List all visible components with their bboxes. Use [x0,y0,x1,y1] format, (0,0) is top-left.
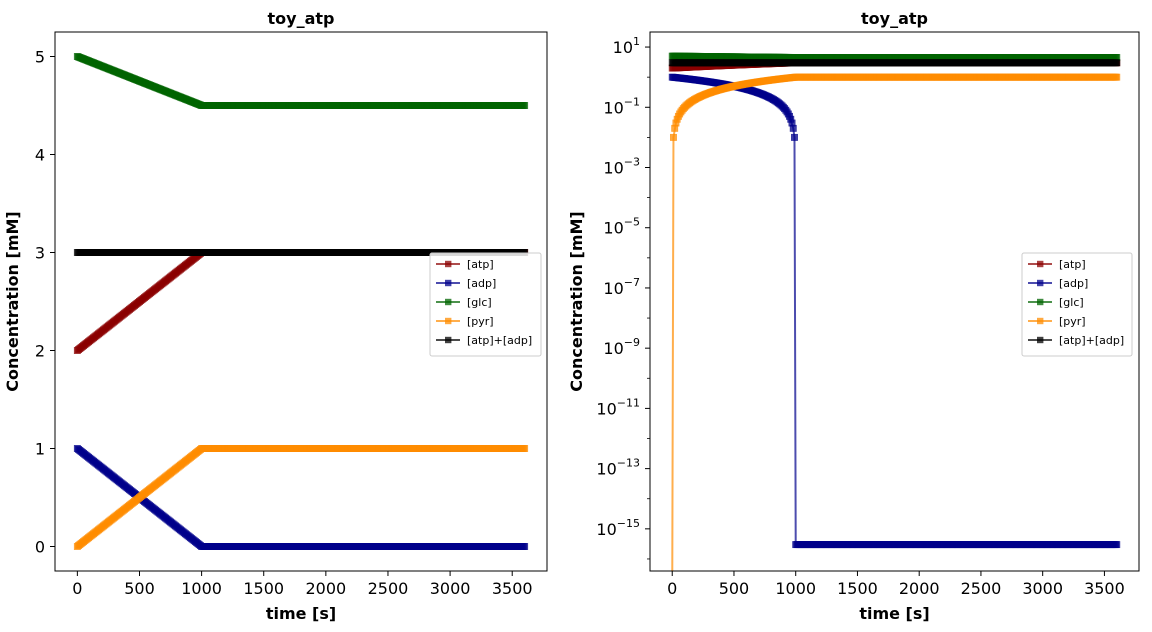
y-tick-label: 3 [35,244,45,263]
y-tick-label: 10−13 [596,457,640,479]
legend-marker [1037,317,1044,325]
legend-label: [pyr] [1059,315,1086,328]
series-markers [73,53,529,109]
data-point [521,102,529,109]
series-markers [668,52,1121,61]
y-tick-label: 101 [613,35,640,57]
x-axis-label: time [s] [266,604,336,623]
y-tick-label: 10−15 [596,517,640,539]
data-point [791,133,798,141]
legend-marker [445,336,452,344]
x-axis-label: time [s] [859,604,929,623]
y-tick-label: 5 [35,48,45,67]
series-markers [670,73,1121,141]
legend [1021,252,1133,357]
y-tick-label: 10−11 [596,396,640,418]
x-tick-label: 2000 [305,579,346,598]
legend-label: [glc] [1059,296,1084,309]
y-tick-label: 4 [35,146,45,165]
x-tick-label: 1000 [181,579,222,598]
legend-marker [445,279,452,287]
legend-label: [pyr] [467,315,494,328]
data-point [521,543,529,550]
legend-marker [445,298,452,306]
x-tick-label: 1500 [243,579,284,598]
plot-frame [54,31,548,572]
x-tick-label: 3500 [1084,579,1125,598]
legend-marker [1037,336,1044,344]
legend-marker [1037,298,1044,306]
y-axis-label: Concentration [mM] [3,211,22,392]
y-tick-label: 10−7 [603,276,640,298]
legend-label: [atp] [467,258,494,271]
x-tick-label: 0 [667,579,677,598]
x-tick-label: 500 [719,579,750,598]
y-tick-label: 10−3 [603,156,640,178]
y-tick-label: 0 [35,538,45,557]
plot-frame [649,31,1140,572]
x-tick-label: 2500 [368,579,409,598]
data-point [521,445,529,452]
data-point [1113,59,1121,67]
legend-marker [445,317,452,325]
legend-marker [445,260,452,268]
legend-label: [adp] [467,277,496,290]
y-tick-label: 10−5 [603,216,640,238]
y-tick-label: 10−1 [603,95,640,117]
x-tick-label: 3000 [1022,579,1063,598]
x-tick-label: 1500 [837,579,878,598]
x-tick-label: 2000 [899,579,940,598]
series-markers [73,445,529,550]
data-point [789,124,797,132]
series-markers [73,445,529,550]
y-tick-label: 2 [35,342,45,361]
x-tick-label: 2500 [961,579,1002,598]
legend-label: [adp] [1059,277,1088,290]
y-tick-label: 1 [35,440,45,459]
legend-marker [1037,260,1044,268]
data-point [1113,73,1121,81]
x-tick-label: 3000 [430,579,471,598]
legend-label: [glc] [467,296,492,309]
legend-label: [atp] [1059,258,1086,271]
chart-title: toy_atp [861,9,928,28]
data-point [670,133,677,141]
x-tick-label: 3500 [492,579,533,598]
y-axis-label: Concentration [mM] [567,211,586,392]
y-tick-label: 10−9 [603,336,640,358]
series-markers [668,73,1121,549]
x-tick-label: 500 [124,579,155,598]
legend [429,252,542,357]
x-tick-label: 1000 [775,579,816,598]
data-point [1113,541,1121,549]
legend-label: [atp]+[adp] [1059,334,1124,347]
legend-label: [atp]+[adp] [467,334,532,347]
legend-marker [1037,279,1044,287]
series-markers [668,59,1121,67]
chart-title: toy_atp [268,9,335,28]
x-tick-label: 0 [72,579,82,598]
